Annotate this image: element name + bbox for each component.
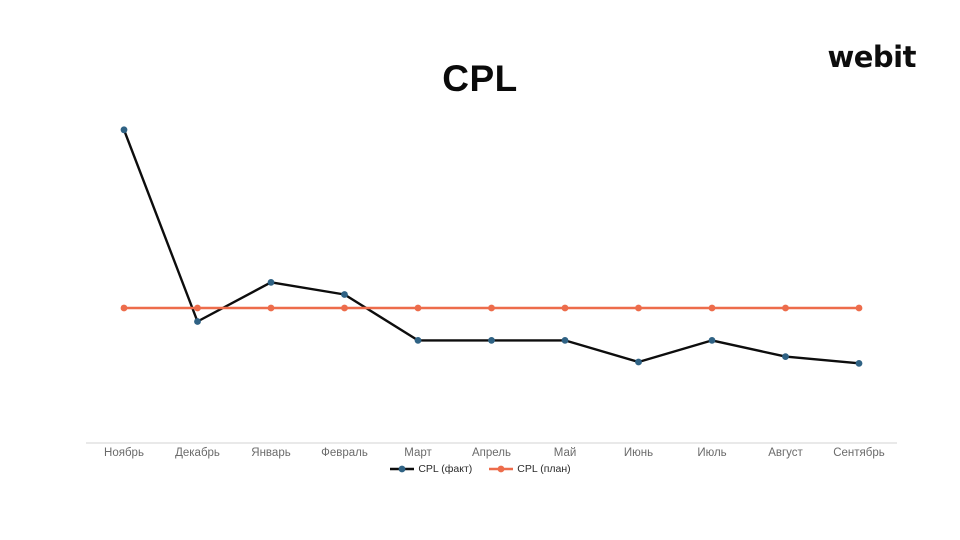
- series-0-line: [122, 128, 861, 365]
- chart-legend: CPL (факт) CPL (план): [0, 463, 960, 475]
- series-1-marker: [782, 304, 789, 312]
- series-0-marker: [414, 337, 422, 344]
- series-0-marker: [267, 278, 275, 286]
- series-1-marker: [120, 304, 128, 312]
- series-1-marker: [561, 304, 569, 312]
- legend-label: CPL (факт): [418, 463, 473, 475]
- x-axis-label: Декабрь: [175, 447, 220, 459]
- x-axis-label: Май: [554, 447, 577, 459]
- x-axis-label: Август: [768, 447, 803, 459]
- x-axis-label: Июнь: [624, 447, 653, 459]
- series-1-marker: [341, 304, 348, 312]
- series-0-marker: [782, 353, 789, 360]
- series-0-marker: [120, 126, 128, 134]
- series-0-marker: [194, 318, 201, 325]
- legend-label: CPL (план): [517, 463, 571, 475]
- series-1-marker: [635, 304, 642, 312]
- series-0-marker: [708, 337, 716, 344]
- series-1-marker: [194, 304, 201, 312]
- series-0-marker: [635, 358, 642, 366]
- x-axis-label: Июль: [697, 447, 726, 459]
- x-axis-label: Апрель: [472, 447, 511, 459]
- legend-line-marker-icon: [489, 465, 514, 473]
- x-axis-label: Февраль: [321, 447, 368, 459]
- series-1-marker: [855, 304, 863, 312]
- series-1-marker: [267, 304, 275, 312]
- series-1-marker: [708, 304, 716, 312]
- series-0-marker: [488, 337, 495, 344]
- series-0-marker: [855, 359, 863, 367]
- legend-line-marker-icon: [390, 465, 415, 473]
- x-axis-label: Сентябрь: [833, 447, 885, 459]
- series-1-marker: [414, 304, 422, 312]
- legend-item: CPL (факт): [389, 463, 472, 475]
- webit-logo: webit: [827, 40, 916, 74]
- series-0-marker: [561, 337, 569, 344]
- legend-item: CPL (план): [488, 463, 571, 475]
- series-0-marker: [341, 291, 348, 298]
- x-axis-label: Январь: [251, 447, 290, 459]
- series-1-marker: [488, 304, 495, 312]
- x-axis-label: Ноябрь: [104, 447, 144, 459]
- x-axis-label: Март: [404, 447, 432, 459]
- chart-title: CPL: [442, 58, 518, 99]
